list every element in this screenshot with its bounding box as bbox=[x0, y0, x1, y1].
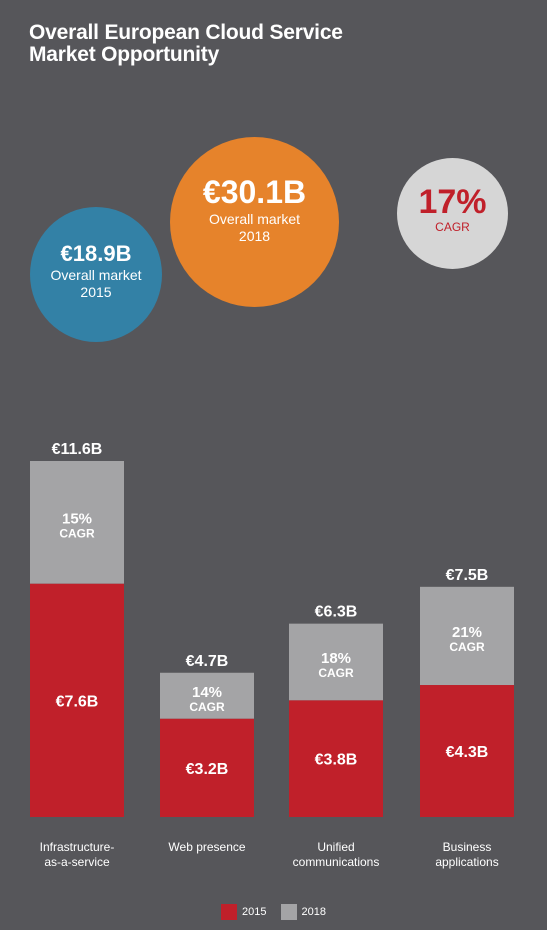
bubble-2015-value: €18.9B bbox=[60, 240, 132, 266]
total-label-2: €6.3B bbox=[315, 604, 358, 621]
page-title: Overall European Cloud Service Market Op… bbox=[29, 22, 429, 66]
category-label-1-0: Web presence bbox=[168, 840, 245, 854]
bubble-cagr: 17% CAGR bbox=[397, 158, 508, 269]
bar-2018-3 bbox=[420, 586, 514, 686]
bar-2015-1 bbox=[160, 718, 254, 817]
bubble-2015-line1: Overall market bbox=[50, 266, 142, 283]
cagr-label-3: CAGR bbox=[449, 640, 485, 654]
cagr-label-0: CAGR bbox=[59, 526, 95, 540]
value-label-2015-2: €3.8B bbox=[315, 752, 358, 769]
bubble-cagr-label: CAGR bbox=[435, 219, 470, 234]
cagr-label-2: CAGR bbox=[318, 666, 354, 680]
category-label-3-1: applications bbox=[435, 855, 498, 869]
bubble-2018-line2: 2018 bbox=[238, 227, 271, 244]
bubble-cagr-value: 17% bbox=[418, 182, 487, 221]
bar-2015-3 bbox=[420, 685, 514, 817]
legend-swatch-2018 bbox=[280, 904, 297, 920]
cagr-pct-0: 15% bbox=[62, 510, 92, 527]
bar-2015-0 bbox=[30, 583, 124, 817]
bar-2018-0 bbox=[30, 461, 124, 584]
cagr-pct-2: 18% bbox=[321, 650, 351, 667]
legend-item-2018: 2018 bbox=[280, 904, 326, 920]
bubble-2018-value: €30.1B bbox=[202, 173, 307, 210]
category-label-3-0: Business bbox=[443, 840, 492, 854]
cagr-label-1: CAGR bbox=[189, 700, 225, 714]
total-label-3: €7.5B bbox=[446, 567, 489, 584]
total-label-1: €4.7B bbox=[186, 653, 229, 670]
category-label-0-0: Infrastructure- bbox=[40, 840, 115, 854]
bar-2018-2 bbox=[289, 623, 383, 701]
total-label-0: €11.6B bbox=[52, 441, 103, 458]
cagr-pct-3: 21% bbox=[452, 624, 482, 641]
legend-item-2015: 2015 bbox=[221, 904, 267, 920]
bubble-2018-line1: Overall market bbox=[208, 210, 301, 227]
value-label-2015-1: €3.2B bbox=[186, 761, 229, 778]
legend-swatch-2015 bbox=[221, 904, 238, 920]
bubble-2015: €18.9B Overall market 2015 bbox=[30, 207, 162, 342]
value-label-2015-3: €4.3B bbox=[446, 744, 489, 761]
title-line-2: Market Opportunity bbox=[29, 43, 220, 66]
bar-2018-1 bbox=[160, 672, 254, 719]
category-label-2-1: communications bbox=[293, 855, 380, 869]
category-label-2-0: Unified bbox=[317, 840, 354, 854]
bubble-2018: €30.1B Overall market 2018 bbox=[170, 137, 339, 307]
legend: 2015 2018 bbox=[0, 904, 547, 920]
bar-2015-2 bbox=[289, 700, 383, 817]
value-label-2015-0: €7.6B bbox=[56, 693, 99, 710]
category-label-0-1: as-a-service bbox=[44, 855, 110, 869]
bubble-2015-line2: 2015 bbox=[80, 283, 112, 300]
legend-label-2018: 2018 bbox=[301, 906, 326, 918]
title-line-1: Overall European Cloud Service bbox=[29, 21, 343, 44]
cagr-pct-1: 14% bbox=[192, 684, 222, 701]
legend-label-2015: 2015 bbox=[242, 906, 267, 918]
